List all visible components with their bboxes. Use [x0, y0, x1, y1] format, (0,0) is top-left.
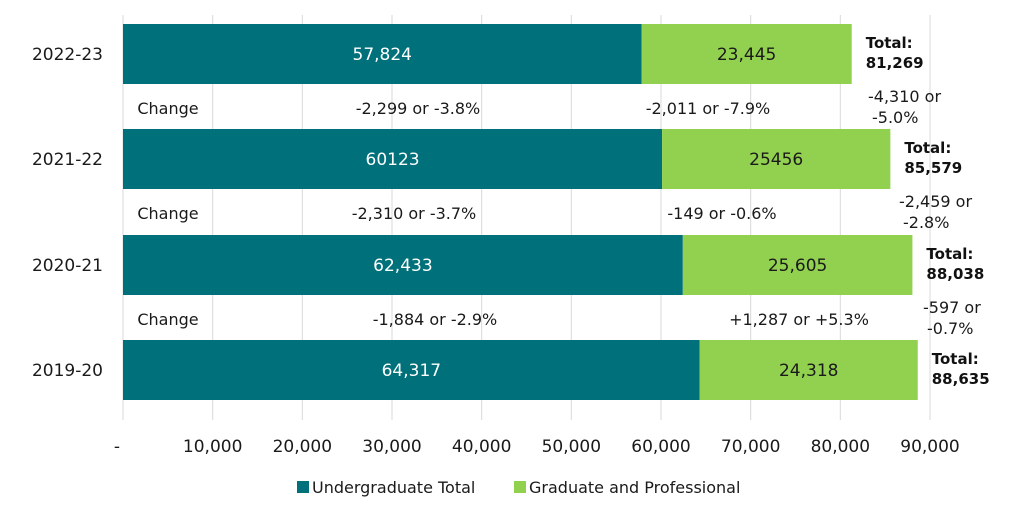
- change-graduate-1: -149 or -0.6%: [667, 204, 776, 223]
- total-value-2021-22: 85,579: [904, 159, 962, 177]
- category-label-2021-22: 2021-22: [32, 150, 103, 170]
- total-heading-2020-21: Total:: [926, 245, 973, 263]
- bar-undergraduate-2019-20: [123, 340, 700, 400]
- x-tick-label-6: 60,000: [631, 437, 690, 457]
- total-value-2020-21: 88,038: [926, 265, 984, 283]
- category-label-2019-20: 2019-20: [32, 361, 103, 381]
- change-total-line1-1: -2,459 or: [899, 192, 972, 211]
- x-tick-label-8: 80,000: [811, 437, 870, 457]
- total-heading-2022-23: Total:: [866, 34, 913, 52]
- legend-swatch-graduate: [514, 481, 526, 493]
- data-label-undergraduate-2020-21: 62,433: [373, 256, 432, 276]
- legend-label-graduate: Graduate and Professional: [529, 478, 740, 497]
- x-tick-label-2: 20,000: [273, 437, 332, 457]
- total-heading-2019-20: Total:: [932, 350, 979, 368]
- data-label-undergraduate-2019-20: 64,317: [382, 361, 441, 381]
- legend: Undergraduate Total Graduate and Professi…: [297, 478, 740, 497]
- data-label-graduate-2022-23: 23,445: [717, 45, 776, 65]
- bar-graduate-2022-23: [641, 24, 852, 84]
- change-rows: Change -2,299 or -3.8% -2,011 or -7.9% -4,3…: [137, 87, 981, 338]
- change-undergraduate-0: -2,299 or -3.8%: [356, 99, 481, 118]
- data-label-undergraduate-2021-22: 60123: [366, 150, 420, 170]
- bar-graduate-2021-22: [662, 129, 891, 189]
- change-undergraduate-2: -1,884 or -2.9%: [373, 310, 498, 329]
- change-label-1: Change: [137, 204, 198, 223]
- change-total-line1-0: -4,310 or: [868, 87, 941, 106]
- change-total-line2-2: -0.7%: [927, 319, 973, 338]
- data-label-graduate-2019-20: 24,318: [779, 361, 838, 381]
- change-total-line2-1: -2.8%: [903, 213, 949, 232]
- total-value-2022-23: 81,269: [866, 54, 924, 72]
- change-graduate-2: +1,287 or +5.3%: [729, 310, 869, 329]
- change-label-2: Change: [137, 310, 198, 329]
- total-value-2019-20: 88,635: [932, 370, 990, 388]
- x-axis-ticks: - 10,000 20,000 30,000 40,000 50,000 60,000 70,…: [114, 437, 960, 457]
- category-labels: 2022-23 2021-22 2020-21 2019-20: [32, 45, 103, 381]
- x-tick-label-4: 40,000: [452, 437, 511, 457]
- legend-swatch-undergraduate: [297, 481, 309, 493]
- bar-undergraduate-2020-21: [123, 235, 683, 295]
- change-undergraduate-1: -2,310 or -3.7%: [352, 204, 477, 223]
- x-tick-label-3: 30,000: [362, 437, 421, 457]
- total-heading-2021-22: Total:: [904, 139, 951, 157]
- change-total-line2-0: -5.0%: [872, 108, 918, 127]
- data-label-graduate-2021-22: 25456: [749, 150, 803, 170]
- x-tick-label-9: 90,000: [900, 437, 959, 457]
- legend-label-undergraduate: Undergraduate Total: [312, 478, 475, 497]
- x-tick-label-0: -: [114, 437, 120, 457]
- x-tick-label-5: 50,000: [542, 437, 601, 457]
- category-label-2022-23: 2022-23: [32, 45, 103, 65]
- bar-graduate-2019-20: [699, 340, 918, 400]
- x-tick-label-7: 70,000: [721, 437, 780, 457]
- change-label-0: Change: [137, 99, 198, 118]
- bar-labels: 57,824 23,445 Total: 81,269 60123 25456 Total:…: [353, 34, 990, 388]
- category-label-2020-21: 2020-21: [32, 256, 103, 276]
- bar-undergraduate-2021-22: [123, 129, 663, 189]
- data-label-undergraduate-2022-23: 57,824: [353, 45, 412, 65]
- x-tick-label-1: 10,000: [183, 437, 242, 457]
- change-graduate-0: -2,011 or -7.9%: [646, 99, 771, 118]
- bar-graduate-2020-21: [682, 235, 913, 295]
- change-total-line1-2: -597 or: [923, 298, 981, 317]
- bars: [123, 24, 918, 400]
- bar-undergraduate-2022-23: [123, 24, 642, 84]
- data-label-graduate-2020-21: 25,605: [768, 256, 827, 276]
